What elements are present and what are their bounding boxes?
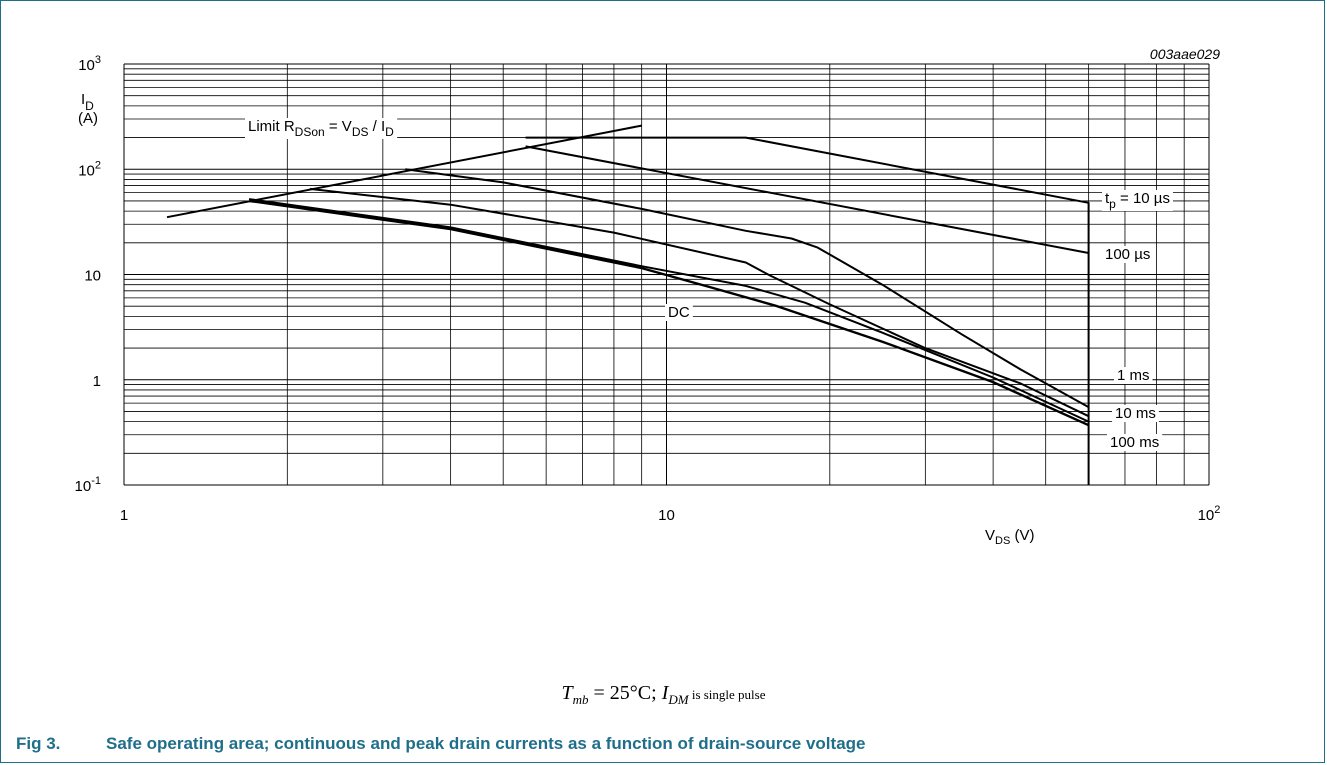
- label-backgrounds: [245, 118, 1173, 451]
- figure-code: 003aae029: [1150, 46, 1220, 62]
- curve-label-background: [1102, 246, 1154, 263]
- tmb-symbol: T: [561, 682, 573, 704]
- condition-tail: is single pulse: [688, 687, 766, 702]
- series-100-s: [525, 145, 1089, 254]
- x-axis-symbol: V: [985, 527, 995, 544]
- y-tick-label: 10-1: [75, 475, 101, 495]
- y-tick-label: 10: [84, 268, 101, 285]
- x-axis-label: VDS (V): [985, 527, 1034, 547]
- curve-label-background: [1114, 367, 1153, 384]
- condition-equation: = 25°C;: [588, 682, 662, 704]
- x-tick-label: 10: [658, 507, 675, 524]
- curve-label: 100 µs: [1105, 246, 1150, 263]
- limit-rdson-label: Limit RDSon = VDS / ID: [248, 118, 394, 139]
- x-axis-subscript: DS: [995, 535, 1010, 547]
- y-axis-symbol: I: [81, 91, 85, 108]
- y-axis-subscript: D: [85, 99, 94, 113]
- series-tp-10-s: [525, 136, 1090, 485]
- y-tick-label: 1: [93, 373, 101, 390]
- series-1-ms: [405, 168, 1090, 408]
- figure-caption-text: Safe operating area; continuous and peak…: [106, 734, 866, 753]
- y-axis-unit: (A): [78, 110, 98, 127]
- series-10-ms: [309, 187, 1090, 418]
- figure-number: Fig 3.: [16, 734, 61, 753]
- idm-symbol: I: [661, 682, 669, 704]
- curve-label-background: [1102, 190, 1173, 211]
- idm-subscript: DM: [668, 692, 689, 707]
- series-100-ms: [248, 198, 1090, 423]
- y-tick-label: 102: [78, 159, 101, 179]
- tmb-subscript: mb: [572, 692, 589, 707]
- curve-label: 1 ms: [1117, 367, 1150, 384]
- curve-label-background: [665, 304, 693, 321]
- limit-label-background: [245, 118, 398, 139]
- figure-caption: Fig 3. Safe operating area; continuous an…: [16, 734, 866, 754]
- curve-label-background: [1107, 434, 1163, 451]
- soa-chart: 003aae029 ID (A) VDS (V) Limit RDSon = V…: [75, 46, 1221, 547]
- curve-label-background: [1112, 405, 1159, 422]
- curve-label: tp = 10 µs: [1105, 190, 1170, 211]
- y-axis-label: ID: [81, 91, 94, 113]
- x-tick-label: 1: [120, 507, 128, 524]
- test-condition: Tmb = 25°C; IDM is single pulse: [0, 682, 1327, 708]
- x-axis-unit: (V): [1010, 527, 1034, 544]
- y-tick-label: 103: [78, 54, 101, 74]
- x-tick-label: 102: [1198, 504, 1221, 524]
- curve-label: DC: [668, 304, 690, 321]
- series-limit-rdson: [166, 124, 642, 219]
- curve-label: 10 ms: [1115, 405, 1156, 422]
- series-lines: [166, 124, 1090, 485]
- curve-label: 100 ms: [1110, 434, 1159, 451]
- series-dc: [248, 199, 1090, 427]
- chart-text: 003aae029 ID (A) VDS (V) Limit RDSon = V…: [75, 46, 1221, 547]
